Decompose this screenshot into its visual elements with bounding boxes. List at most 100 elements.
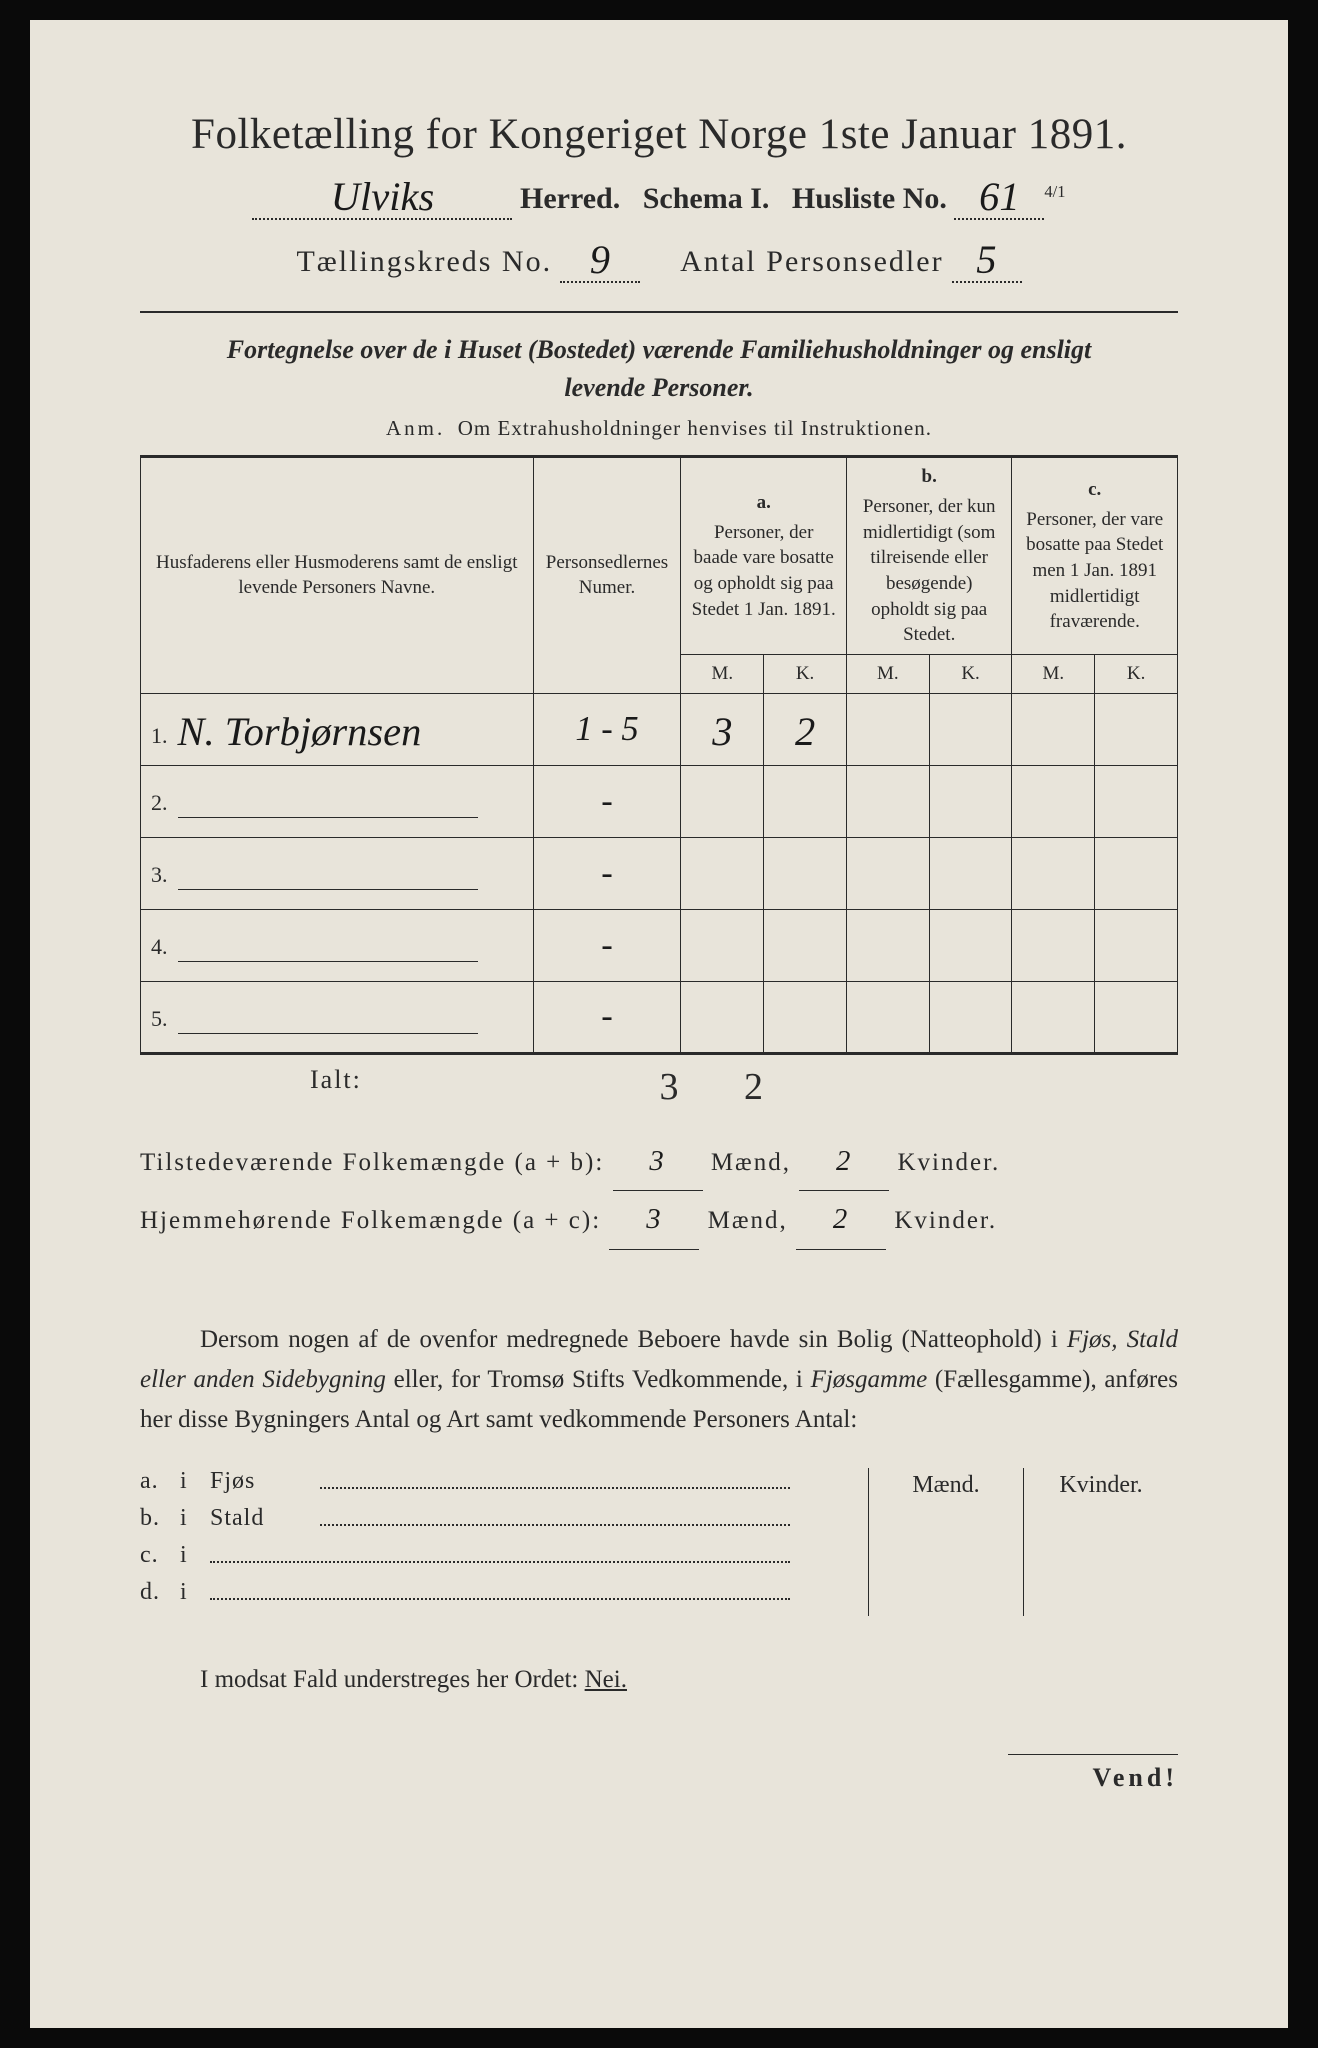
cell-a_k <box>764 981 847 1053</box>
row-name-hand: N. Torbjørnsen <box>178 709 422 754</box>
cell-b_m <box>846 981 929 1053</box>
husliste-fraction: 4/1 <box>1044 182 1065 201</box>
subtitle-line1: Fortegnelse over de i Huset (Bostedet) v… <box>227 335 1092 364</box>
anm-line: Anm. Om Extrahusholdninger henvises til … <box>140 416 1178 441</box>
para-i2: Fjøsgamme <box>811 1366 928 1393</box>
table-row: 1.N. Torbjørnsen1 - 532 <box>141 693 1178 765</box>
cell-a_m <box>681 765 764 837</box>
ialt-label: Ialt: <box>140 1065 520 1109</box>
census-form-page: Folketælling for Kongeriget Norge 1ste J… <box>30 20 1288 2028</box>
cell-a_k <box>764 765 847 837</box>
mk-row-word: Stald <box>210 1505 320 1532</box>
sum1-k-suffix: Kvinder. <box>897 1149 1000 1176</box>
th-b-k: K. <box>929 654 1012 693</box>
mk-row-label: c. <box>140 1542 180 1569</box>
mk-row-i: i <box>180 1505 210 1532</box>
ialt-row: Ialt: 3 2 <box>140 1065 1178 1109</box>
cell-a_m <box>681 909 764 981</box>
mk-row: a.iFjøs <box>140 1468 848 1495</box>
cell-c_m <box>1012 693 1095 765</box>
mk-row-i: i <box>180 1579 210 1606</box>
cell-c_m <box>1012 981 1095 1053</box>
cell-b_k <box>929 909 1012 981</box>
row-name-blank <box>178 1008 478 1034</box>
cell-b_m <box>846 837 929 909</box>
cell-a_k <box>764 837 847 909</box>
mk-row-dots <box>320 1475 790 1489</box>
table-row: 4. - <box>141 909 1178 981</box>
row-number: 2. <box>151 790 168 815</box>
cell-c_k <box>1095 981 1178 1053</box>
header-line-3: Tællingskreds No. 9 Antal Personsedler 5 <box>140 234 1178 283</box>
personsedler-label: Antal Personsedler <box>680 245 943 278</box>
cell-b_m <box>846 765 929 837</box>
cell-name: 5. <box>141 981 534 1053</box>
cell-num: - <box>533 909 681 981</box>
mk-row-i: i <box>180 1542 210 1569</box>
mk-header-m: Mænd. <box>869 1468 1023 1616</box>
th-name: Husfaderens eller Husmoderens samt de en… <box>141 457 534 693</box>
schema-label: Schema I. <box>643 182 770 215</box>
mk-row-dots <box>320 1512 790 1526</box>
th-c-m: M. <box>1012 654 1095 693</box>
cell-c_k <box>1095 837 1178 909</box>
mk-row: b.iStald <box>140 1505 848 1532</box>
cell-a_k <box>764 909 847 981</box>
cell-b_k <box>929 837 1012 909</box>
cell-value: - <box>601 854 613 892</box>
sum2-k-suffix: Kvinder. <box>894 1207 997 1234</box>
mk-row-label: d. <box>140 1579 180 1606</box>
mk-row-label: a. <box>140 1468 180 1495</box>
table-row: 3.- <box>141 837 1178 909</box>
cell-c_m <box>1012 765 1095 837</box>
footer-rule <box>1008 1754 1178 1755</box>
row-name-blank <box>178 936 478 962</box>
header-line-2: Ulviks Herred. Schema I. Husliste No. 61… <box>140 171 1178 220</box>
cell-value: - <box>601 997 613 1035</box>
para-t2: eller, for Tromsø Stifts Vedkommende, i <box>386 1366 811 1393</box>
mk-row-dots <box>210 1549 790 1563</box>
th-a-letter: a. <box>689 490 838 516</box>
th-b-text: Personer, der kun midlertidigt (som tilr… <box>863 496 996 645</box>
th-b-letter: b. <box>855 464 1004 490</box>
row-number: 1. <box>151 723 168 748</box>
cell-c_k <box>1095 693 1178 765</box>
anm-text: Om Extrahusholdninger henvises til Instr… <box>458 416 932 440</box>
row-name-blank <box>178 864 478 890</box>
divider-1 <box>140 311 1178 313</box>
subtitle-line2: levende Personer. <box>564 373 753 402</box>
census-table: Husfaderens eller Husmoderens samt de en… <box>140 455 1178 1054</box>
cell-b_k <box>929 981 1012 1053</box>
sum2-label: Hjemmehørende Folkemængde (a + c): <box>140 1207 601 1234</box>
th-c-k: K. <box>1095 654 1178 693</box>
sum2-m: 3 <box>646 1203 662 1235</box>
th-c: c. Personer, der vare bosatte paa Stedet… <box>1012 457 1178 654</box>
summary-row-2: Hjemmehørende Folkemængde (a + c): 3 Mæn… <box>140 1191 1178 1250</box>
herred-handwritten: Ulviks <box>331 174 434 219</box>
cell-value: 3 <box>712 709 732 754</box>
cell-a_m <box>681 837 764 909</box>
mk-header-k: Kvinder. <box>1023 1468 1178 1616</box>
sum1-k: 2 <box>836 1145 852 1177</box>
cell-value: - <box>601 782 613 820</box>
row-number: 4. <box>151 934 168 959</box>
cell-name: 2. <box>141 765 534 837</box>
personsedler-no: 5 <box>976 237 997 282</box>
mk-right-column: Mænd. Kvinder. <box>868 1468 1178 1616</box>
sum1-m: 3 <box>649 1145 665 1177</box>
kreds-label: Tællingskreds No. <box>296 245 552 278</box>
cell-name: 1. N. Torbjørnsen <box>141 693 534 765</box>
cell-num: - <box>533 765 681 837</box>
mk-row: d.i <box>140 1579 848 1606</box>
para-t1: Dersom nogen af de ovenfor medregnede Be… <box>200 1326 1067 1353</box>
th-c-text: Personer, der vare bosatte paa Stedet me… <box>1026 509 1163 633</box>
th-a-text: Personer, der baade vare bosatte og opho… <box>692 522 836 620</box>
cell-num: - <box>533 981 681 1053</box>
sum1-label: Tilstedeværende Folkemængde (a + b): <box>140 1149 604 1176</box>
mk-row-label: b. <box>140 1505 180 1532</box>
nei-prefix: I modsat Fald understreges her Ordet: <box>200 1666 585 1693</box>
th-c-letter: c. <box>1020 477 1169 503</box>
cell-c_k <box>1095 909 1178 981</box>
ialt-a-m: 3 <box>630 1065 708 1109</box>
cell-b_k <box>929 693 1012 765</box>
